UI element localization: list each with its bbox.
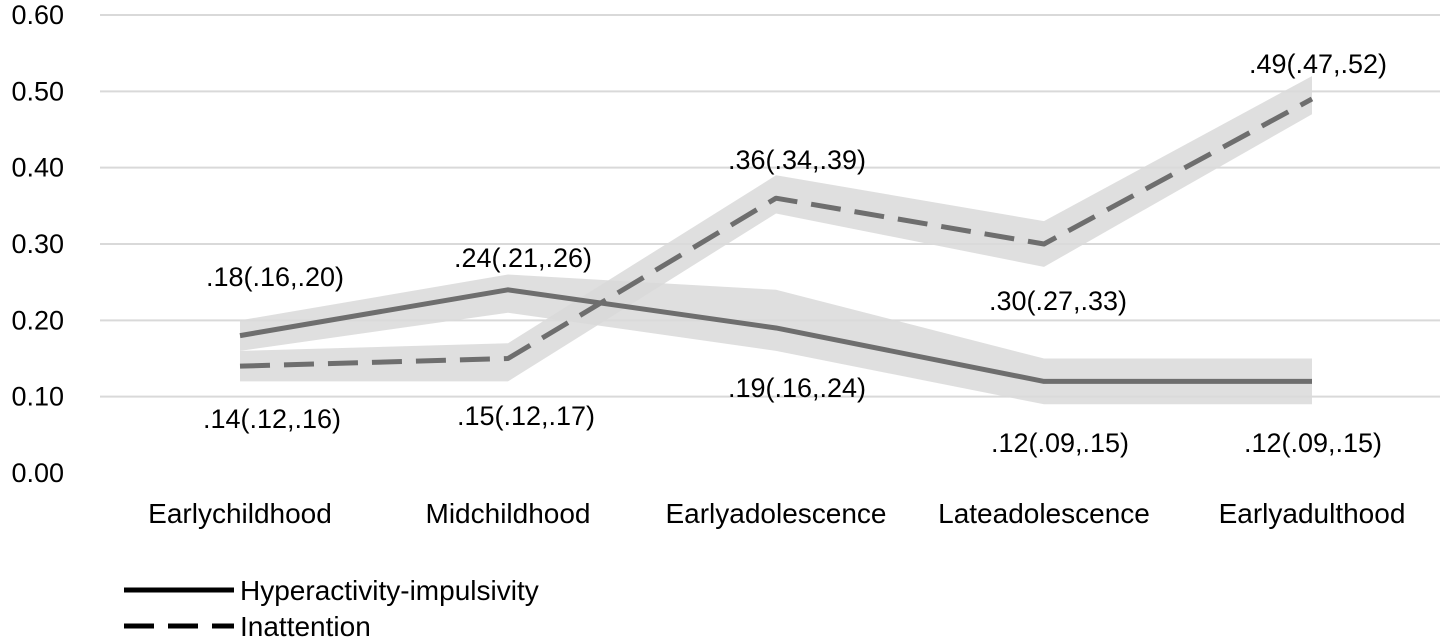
data-label: .15(.12,.17) — [457, 401, 595, 431]
data-label: .19(.16,.24) — [728, 373, 866, 403]
legend-label: Inattention — [240, 611, 371, 640]
data-label: .12(.09,.15) — [1244, 428, 1382, 458]
data-label: .30(.27,.33) — [989, 286, 1127, 316]
data-label: .36(.34,.39) — [728, 145, 866, 175]
data-label: .24(.21,.26) — [454, 243, 592, 273]
y-tick-label: 0.30 — [11, 229, 64, 259]
series-lines — [239, 96, 1314, 384]
series-line — [239, 96, 1314, 369]
data-label: .12(.09,.15) — [991, 428, 1129, 458]
data-label: .18(.16,.20) — [206, 262, 344, 292]
x-category-label: Midchildhood — [426, 498, 591, 529]
y-axis: 0.00 0.10 0.20 0.30 0.40 0.50 0.60 — [11, 0, 64, 488]
x-category-label: Earlychildhood — [148, 498, 332, 529]
legend-label: Hyperactivity-impulsivity — [240, 575, 539, 606]
data-label: .14(.12,.16) — [203, 404, 341, 434]
confidence-band — [240, 274, 1312, 405]
x-category-label: Earlyadulthood — [1219, 498, 1406, 529]
confidence-bands — [240, 76, 1312, 405]
legend: Hyperactivity-impulsivity Inattention — [124, 575, 539, 640]
y-tick-label: 0.20 — [11, 305, 64, 335]
y-tick-label: 0.00 — [11, 458, 64, 488]
y-tick-label: 0.40 — [11, 153, 64, 183]
x-category-label: Earlyadolescence — [665, 498, 886, 529]
data-labels: .18(.16,.20) .24(.21,.26) .19(.16,.24) .12(… — [203, 49, 1387, 458]
series-line — [239, 287, 1312, 384]
x-axis: Earlychildhood Midchildhood Earlyadolescen… — [148, 498, 1405, 529]
x-category-label: Lateadolescence — [938, 498, 1150, 529]
y-tick-label: 0.10 — [11, 382, 64, 412]
data-label: .49(.47,.52) — [1249, 49, 1387, 79]
y-tick-label: 0.50 — [11, 76, 64, 106]
y-tick-label: 0.60 — [11, 0, 64, 30]
confidence-band — [240, 76, 1312, 382]
